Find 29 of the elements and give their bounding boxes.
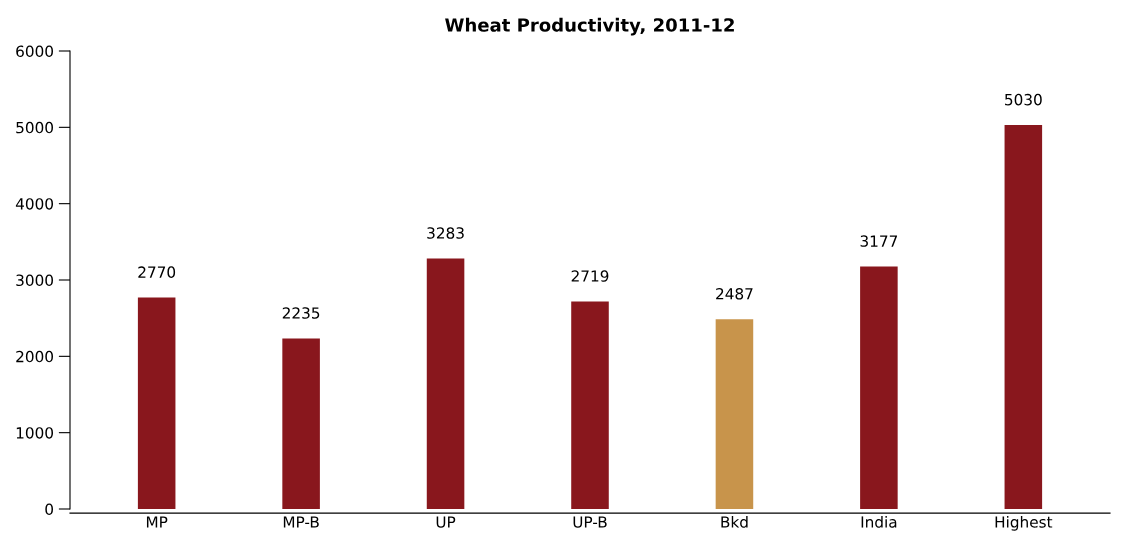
bar	[1004, 125, 1043, 509]
x-tick-label: MP-B	[283, 516, 319, 528]
data-label: 2487	[716, 287, 753, 300]
data-label: 2770	[138, 266, 176, 278]
y-tick-label: 4000	[15, 198, 54, 210]
data-label: 3177	[860, 235, 898, 247]
data-label: 2235	[282, 307, 320, 319]
x-tick-label: Highest	[995, 515, 1053, 531]
x-tick-label: UP-B	[573, 516, 607, 528]
y-tick-label: 2000	[16, 350, 54, 363]
y-tick-label: 6000	[16, 45, 54, 58]
y-tick-label: 5000	[16, 121, 54, 134]
bar	[426, 258, 465, 509]
y-tick-label: 3000	[16, 274, 54, 287]
chart-title: Wheat Productivity, 2011-12	[445, 17, 734, 36]
data-label: 5030	[1005, 93, 1042, 106]
x-tick-label: India	[861, 515, 897, 528]
bar	[137, 297, 176, 509]
bar	[860, 266, 898, 509]
y-tick-label: 1000	[16, 427, 54, 439]
x-tick-label: Bkd	[721, 515, 748, 528]
y-tick-label: 0	[45, 503, 54, 516]
data-label: 2719	[571, 270, 609, 282]
x-tick-label: UP	[436, 516, 456, 528]
bar	[571, 301, 609, 509]
bar	[282, 338, 320, 509]
x-tick-label: MP	[146, 516, 168, 528]
data-label: 3283	[427, 227, 464, 239]
bar	[715, 319, 754, 509]
